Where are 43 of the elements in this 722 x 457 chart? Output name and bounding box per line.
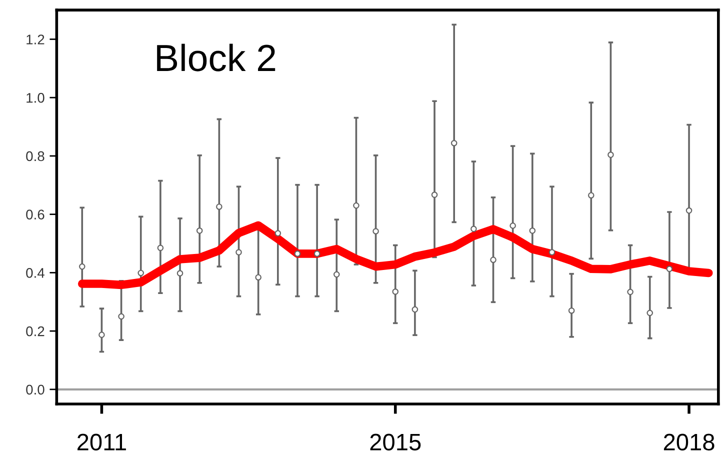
point: [255, 274, 262, 280]
point: [470, 226, 477, 232]
point: [236, 249, 242, 256]
point: [686, 207, 692, 214]
point: [568, 307, 575, 314]
y-tick-label: 0.0: [26, 384, 44, 395]
point: [372, 228, 379, 234]
point: [392, 288, 399, 295]
y-tick-label: 1.0: [26, 92, 44, 103]
point: [646, 310, 654, 316]
point: [666, 266, 673, 272]
y-tick-label: 0.4: [26, 268, 44, 278]
text: Block 2: [157, 44, 276, 72]
point: [196, 228, 203, 234]
x-tick-label: 2018: [664, 434, 714, 450]
point: [216, 204, 222, 210]
point: [490, 256, 496, 263]
x-tick-label: 2015: [370, 434, 421, 450]
point: [138, 270, 144, 276]
point: [118, 313, 124, 320]
point: [412, 306, 418, 313]
point: [548, 249, 556, 256]
point: [157, 244, 164, 252]
point: [510, 222, 516, 229]
point: [333, 271, 340, 278]
x-tick-label: 2011: [78, 434, 126, 450]
y-tick-label: 0.2: [26, 326, 44, 336]
y-tick-label: 1.2: [26, 34, 44, 44]
point: [98, 332, 105, 338]
point: [294, 250, 301, 257]
point: [608, 152, 614, 158]
y-tick-label: 0.8: [26, 151, 44, 162]
point: [627, 288, 634, 296]
point: [588, 192, 594, 198]
point: [314, 250, 320, 257]
y-tick-label: 0.6: [26, 210, 44, 220]
point: [353, 202, 360, 209]
point: [274, 230, 282, 236]
point: [450, 140, 458, 146]
point: [529, 228, 536, 234]
point: [176, 270, 184, 276]
point: [78, 263, 86, 270]
point: [431, 192, 438, 198]
